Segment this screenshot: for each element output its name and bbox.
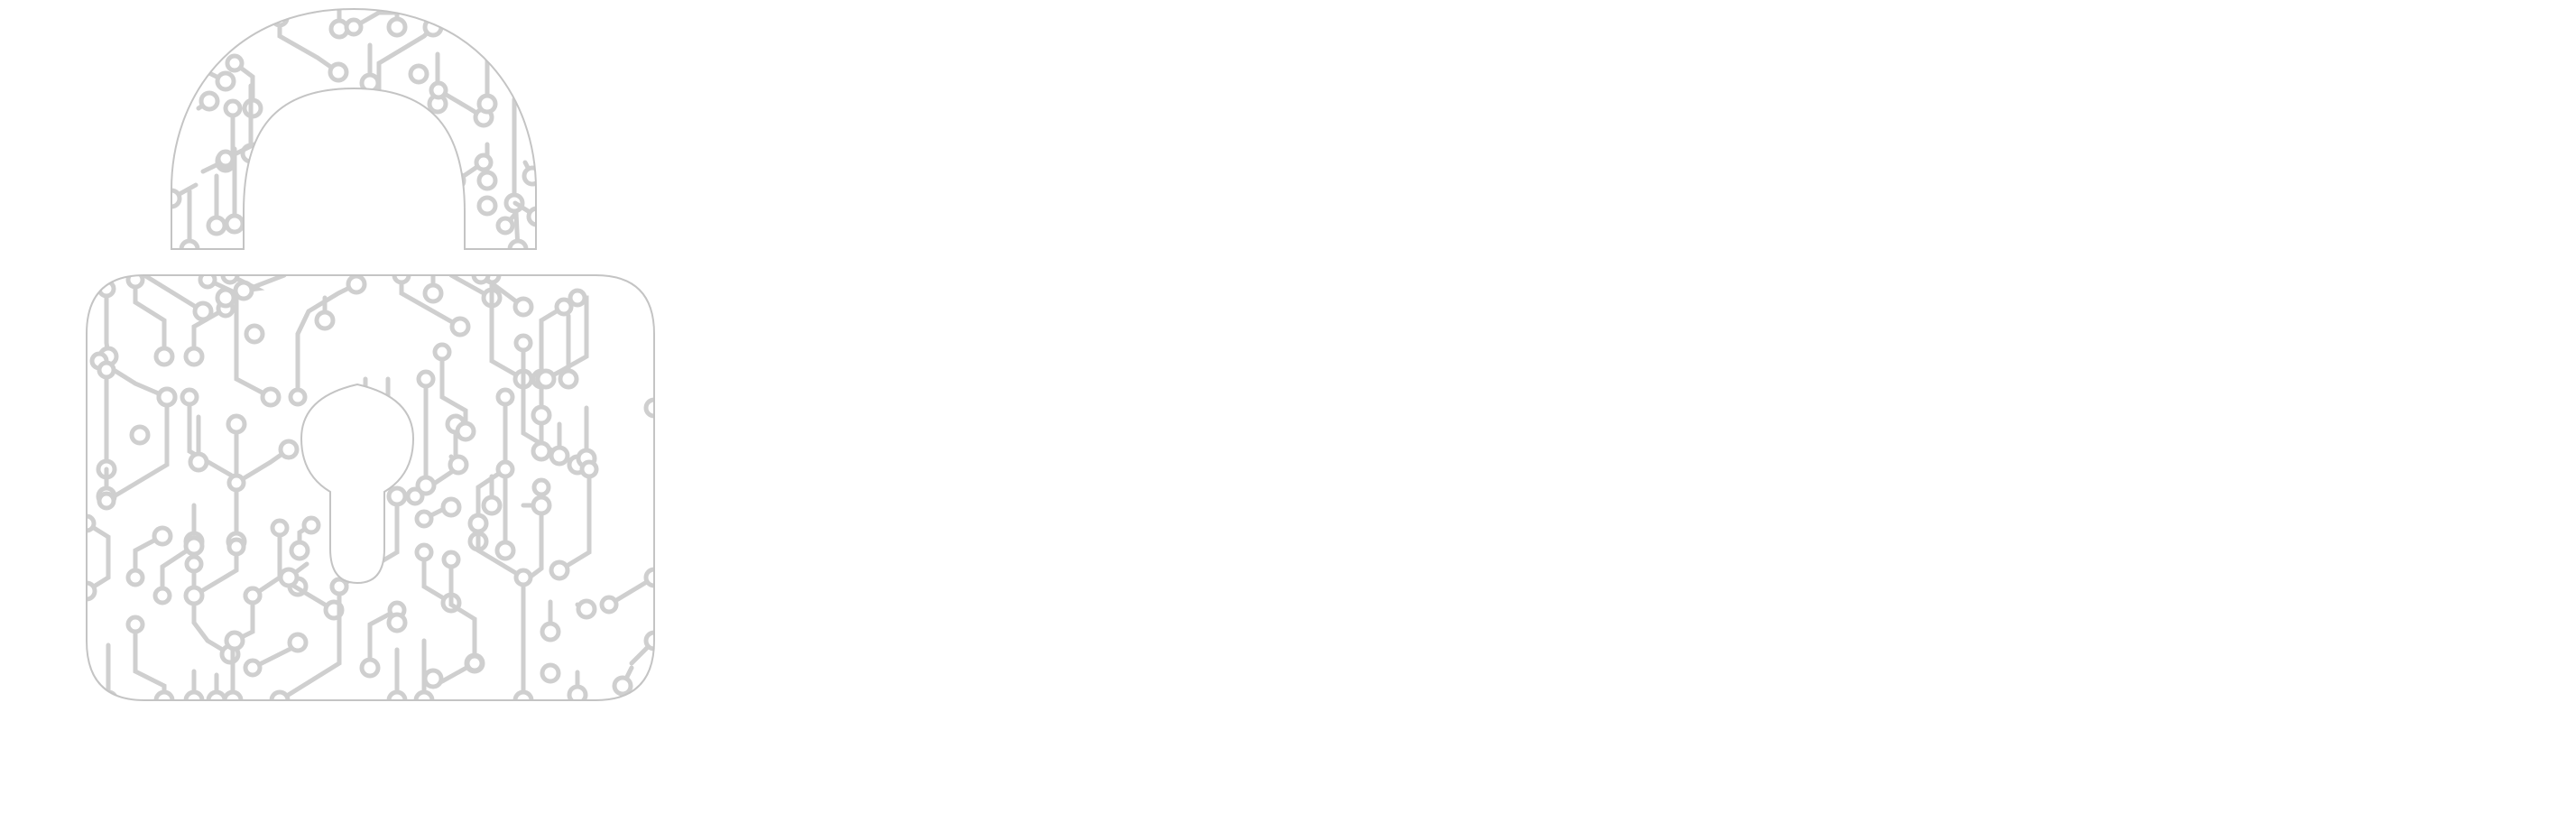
padlock-body — [86, 274, 655, 701]
padlock-shackle — [171, 8, 537, 250]
